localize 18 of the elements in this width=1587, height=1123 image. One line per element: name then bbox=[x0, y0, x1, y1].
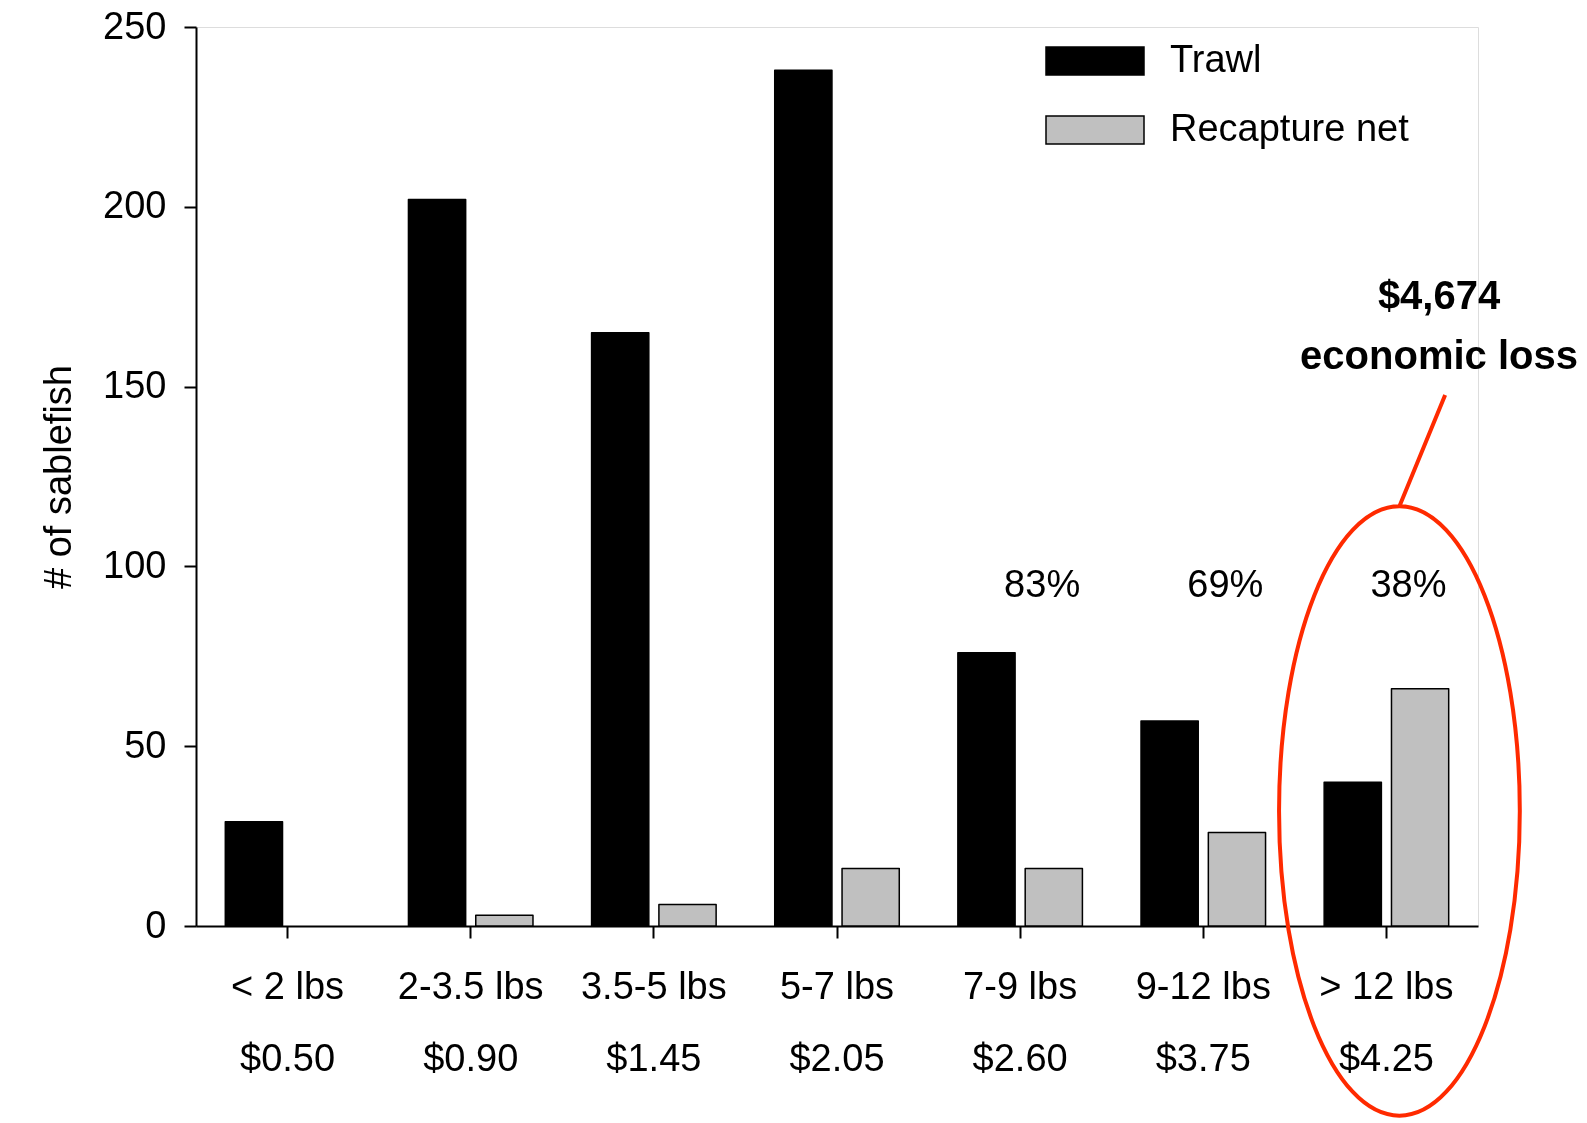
annotation: $4,674 economic loss bbox=[1300, 272, 1578, 377]
annotation: 83% bbox=[1004, 563, 1081, 606]
y-tick-label: 250 bbox=[103, 4, 167, 47]
y-tick-label: 50 bbox=[124, 723, 167, 766]
x-tick-label: 2-3.5 lbs $0.90 bbox=[397, 964, 544, 1079]
x-tick-label: 9-12 lbs $3.75 bbox=[1135, 964, 1271, 1079]
x-tick-label: 3.5-5 lbs $1.45 bbox=[580, 964, 727, 1079]
annotation: 69% bbox=[1187, 563, 1264, 606]
legend-label: Recapture net bbox=[1170, 107, 1410, 149]
x-tick-label: 7-9 lbs $2.60 bbox=[963, 964, 1078, 1079]
y-axis-title: # of sablefish bbox=[37, 365, 80, 589]
x-tick-label: < 2 lbs $0.50 bbox=[231, 964, 345, 1079]
x-tick-label: 5-7 lbs $2.05 bbox=[779, 964, 895, 1079]
y-tick-label: 0 bbox=[145, 903, 167, 946]
y-tick-label: 150 bbox=[103, 364, 167, 407]
y-tick-label: 200 bbox=[103, 184, 167, 227]
y-tick-label: 100 bbox=[103, 543, 167, 586]
legend-label: Trawl bbox=[1170, 38, 1262, 80]
